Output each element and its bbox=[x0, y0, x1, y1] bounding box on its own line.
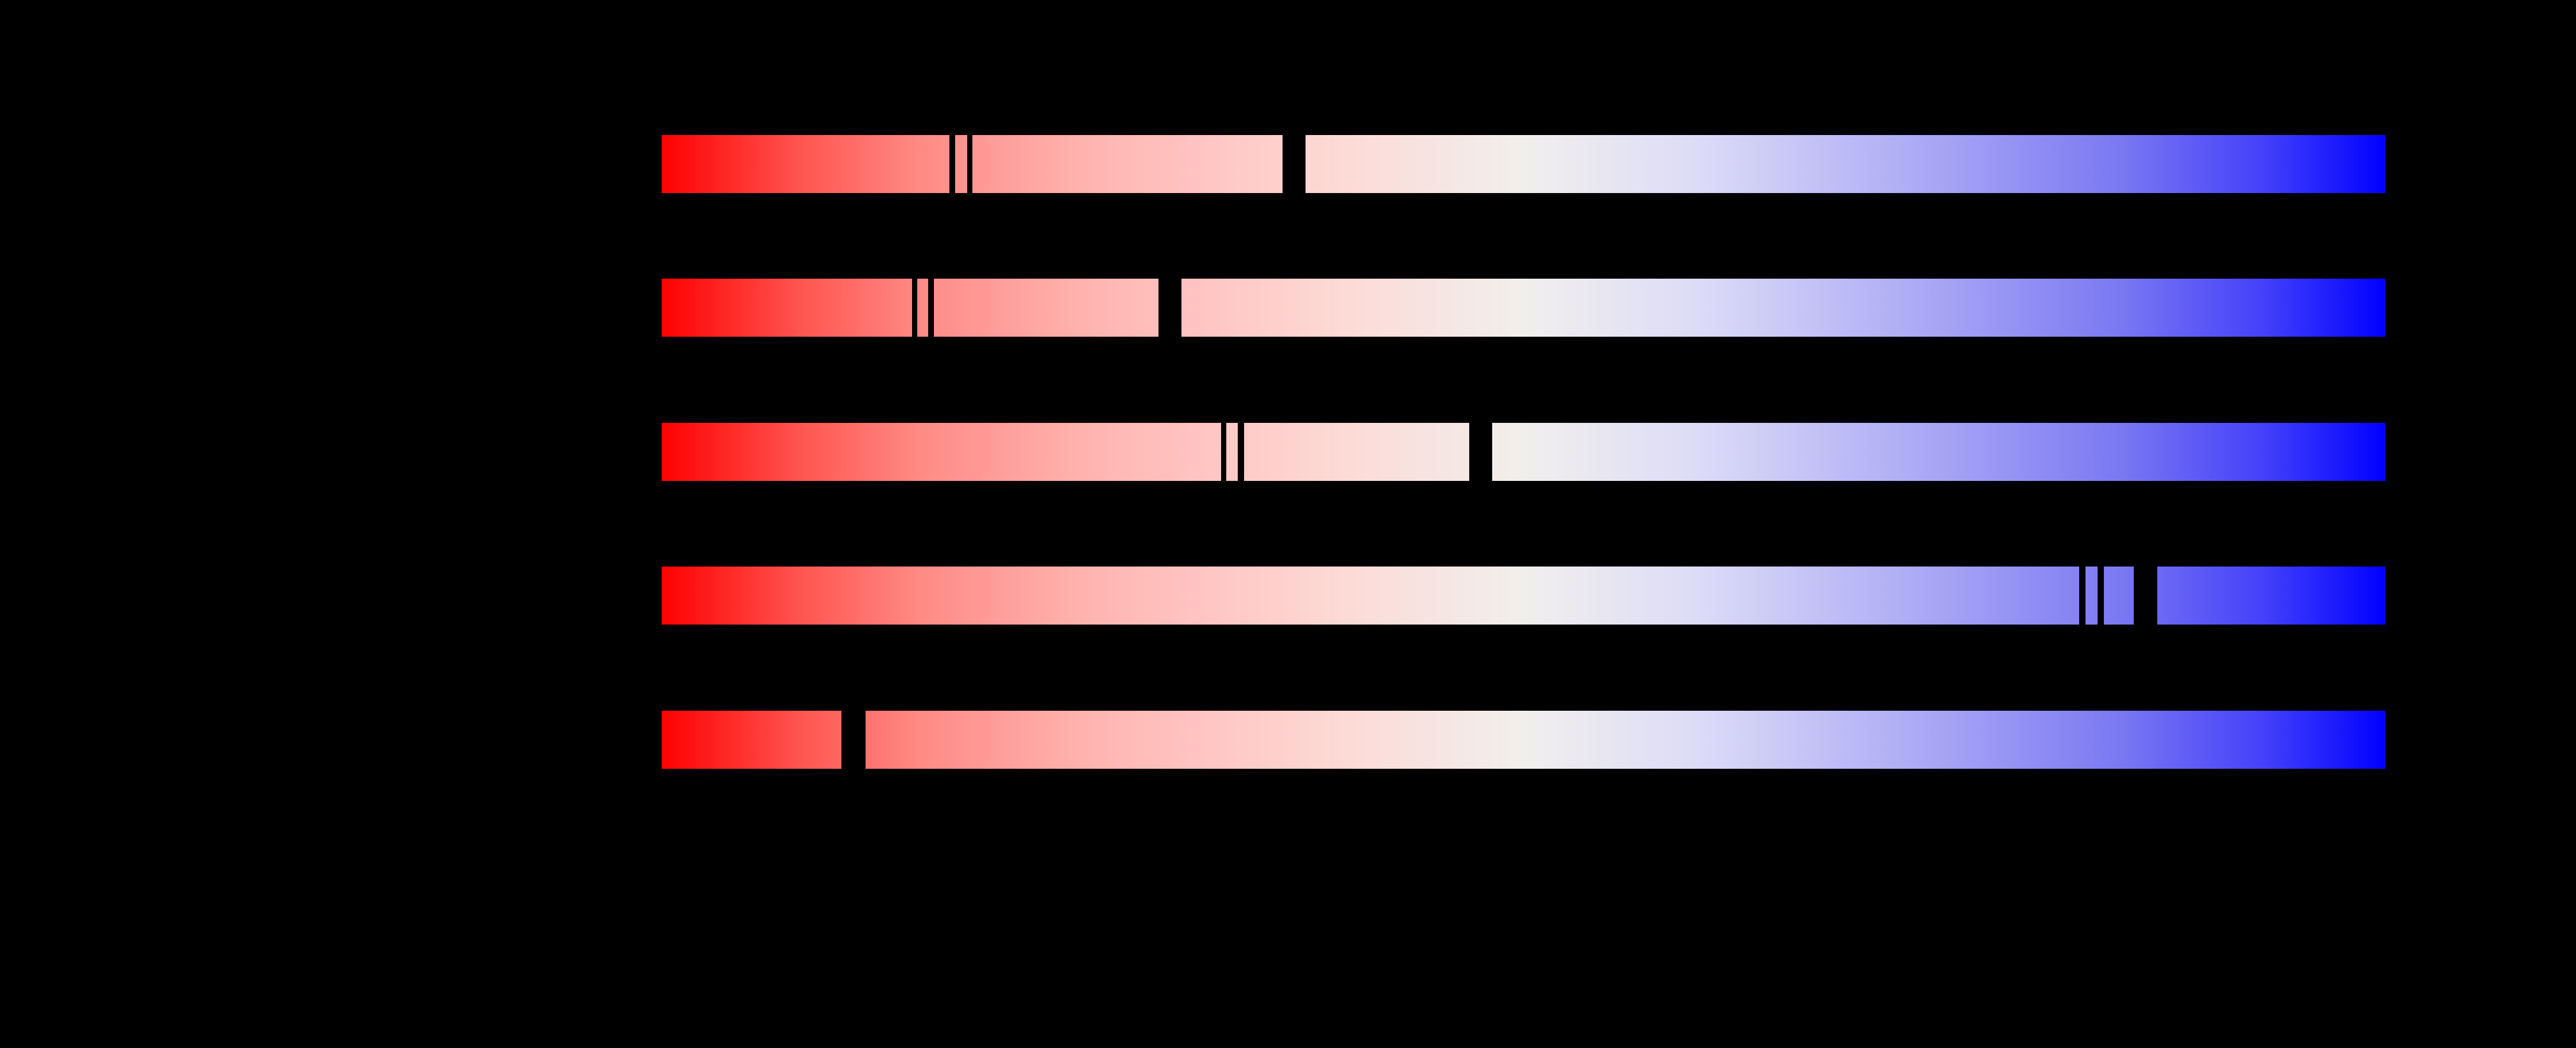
wide-marker-row-1 bbox=[1283, 135, 1306, 193]
thin-marker-row-4-1 bbox=[2079, 567, 2085, 625]
gradient-bar-row-4 bbox=[662, 567, 2385, 625]
gradient-bar-row-2 bbox=[662, 279, 2385, 337]
thin-marker-row-3-2 bbox=[1238, 423, 1244, 481]
wide-marker-row-3 bbox=[1469, 423, 1492, 481]
wide-marker-row-4 bbox=[2134, 567, 2157, 625]
gradient-bar-row-5 bbox=[662, 711, 2385, 769]
thin-marker-row-4-2 bbox=[2098, 567, 2104, 625]
gradient-bar-row-1 bbox=[662, 135, 2385, 193]
thin-marker-row-2-2 bbox=[928, 279, 934, 337]
thin-marker-row-1-1 bbox=[949, 135, 955, 193]
thin-marker-row-1-2 bbox=[967, 135, 972, 193]
thin-marker-row-3-1 bbox=[1221, 423, 1226, 481]
thin-marker-row-2-1 bbox=[912, 279, 917, 337]
wide-marker-row-5 bbox=[841, 711, 866, 769]
gradient-bar-row-3 bbox=[662, 423, 2385, 481]
wide-marker-row-2 bbox=[1158, 279, 1181, 337]
